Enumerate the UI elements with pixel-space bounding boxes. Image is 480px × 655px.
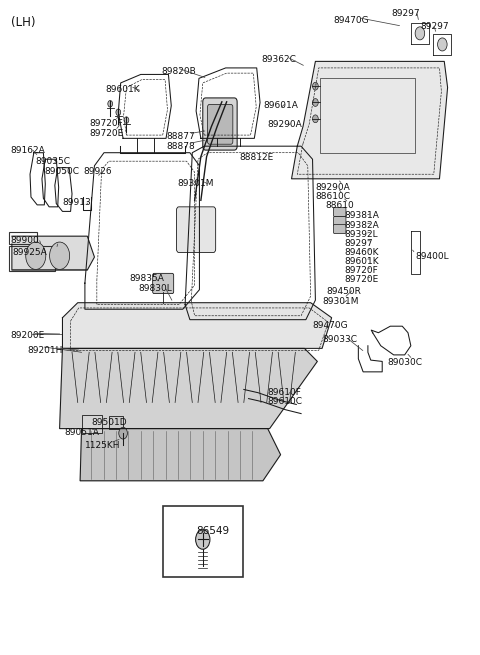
Circle shape xyxy=(49,242,70,269)
Text: 89290A: 89290A xyxy=(315,183,350,192)
Circle shape xyxy=(119,427,127,439)
Text: 89392L: 89392L xyxy=(344,230,378,238)
Text: 1125KH: 1125KH xyxy=(85,441,120,450)
Circle shape xyxy=(196,530,210,550)
Text: 89297: 89297 xyxy=(344,239,372,248)
Text: 89720F: 89720F xyxy=(344,266,378,275)
FancyBboxPatch shape xyxy=(334,217,346,226)
Text: 89820B: 89820B xyxy=(161,67,196,75)
Text: 88812E: 88812E xyxy=(239,153,273,162)
Text: 89720E: 89720E xyxy=(90,128,124,138)
Text: 89470G: 89470G xyxy=(333,16,369,25)
Text: 89610C: 89610C xyxy=(268,397,303,405)
Circle shape xyxy=(26,242,46,269)
Bar xyxy=(9,246,55,271)
Text: 89033C: 89033C xyxy=(322,335,357,345)
Polygon shape xyxy=(12,236,95,270)
Circle shape xyxy=(312,115,318,122)
FancyBboxPatch shape xyxy=(334,225,346,234)
Bar xyxy=(320,78,415,153)
Polygon shape xyxy=(62,303,332,348)
Circle shape xyxy=(108,100,113,107)
Text: 89601A: 89601A xyxy=(263,100,298,109)
Circle shape xyxy=(116,109,120,115)
Text: 89297: 89297 xyxy=(392,9,420,18)
Text: 89162A: 89162A xyxy=(10,146,45,155)
Text: 89035C: 89035C xyxy=(36,157,71,166)
Bar xyxy=(9,233,37,244)
Text: 89900: 89900 xyxy=(10,236,39,245)
FancyBboxPatch shape xyxy=(177,207,216,252)
Text: 89601K: 89601K xyxy=(106,85,140,94)
Text: 89362C: 89362C xyxy=(262,55,296,64)
FancyBboxPatch shape xyxy=(203,98,237,150)
FancyBboxPatch shape xyxy=(207,104,233,144)
Text: 89830L: 89830L xyxy=(139,284,173,293)
Circle shape xyxy=(124,117,129,123)
Text: 89610F: 89610F xyxy=(268,388,301,396)
Text: 88610C: 88610C xyxy=(315,192,350,201)
Text: 88610: 88610 xyxy=(325,201,354,210)
Text: 88878: 88878 xyxy=(166,141,195,151)
Bar xyxy=(163,506,243,576)
Text: 89200E: 89200E xyxy=(10,331,44,341)
FancyBboxPatch shape xyxy=(153,273,174,293)
Text: 89501D: 89501D xyxy=(91,417,127,426)
Text: 89450R: 89450R xyxy=(327,287,362,296)
Text: (LH): (LH) xyxy=(11,16,36,29)
Polygon shape xyxy=(60,348,317,428)
Text: 89030C: 89030C xyxy=(387,358,422,367)
Circle shape xyxy=(438,38,447,51)
Bar xyxy=(82,415,102,433)
Text: 89201H: 89201H xyxy=(28,346,63,355)
Text: 89925A: 89925A xyxy=(12,248,47,257)
Circle shape xyxy=(312,98,318,106)
Text: 89051A: 89051A xyxy=(64,428,99,437)
Circle shape xyxy=(312,83,318,90)
Circle shape xyxy=(415,27,425,40)
Text: 89720E: 89720E xyxy=(344,275,378,284)
Text: 89301M: 89301M xyxy=(177,179,214,188)
Polygon shape xyxy=(291,62,447,179)
Text: 89601K: 89601K xyxy=(344,257,379,266)
Text: 89382A: 89382A xyxy=(344,221,379,229)
Text: 89381A: 89381A xyxy=(344,212,379,220)
Text: 89290A: 89290A xyxy=(268,120,302,129)
Text: 89301M: 89301M xyxy=(322,297,359,306)
FancyBboxPatch shape xyxy=(334,208,346,217)
Text: 89297: 89297 xyxy=(420,22,449,31)
Text: 89835A: 89835A xyxy=(129,274,164,283)
Polygon shape xyxy=(80,428,281,481)
Text: 89913: 89913 xyxy=(62,198,91,208)
Text: 89926: 89926 xyxy=(84,167,112,176)
Text: 89050C: 89050C xyxy=(44,167,79,176)
Text: 89470G: 89470G xyxy=(312,321,348,330)
Text: 88877: 88877 xyxy=(166,132,195,141)
Bar xyxy=(109,415,123,428)
Text: 86549: 86549 xyxy=(196,526,229,536)
Text: 89460K: 89460K xyxy=(344,248,379,257)
Text: 89400L: 89400L xyxy=(416,252,449,261)
Text: 89720F: 89720F xyxy=(90,119,123,128)
